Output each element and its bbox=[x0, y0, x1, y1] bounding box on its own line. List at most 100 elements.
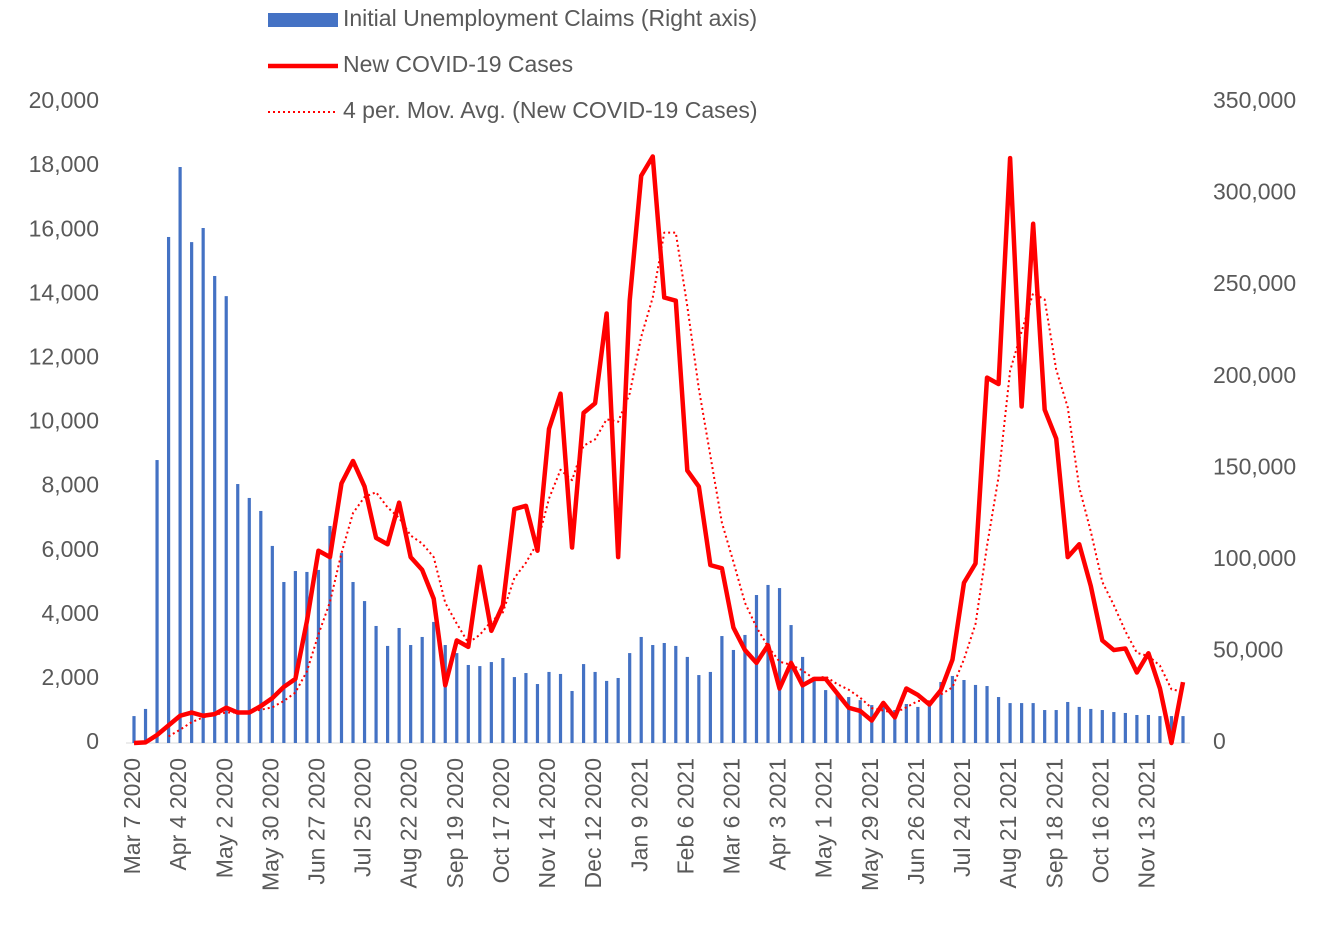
y-tick-label: 4,000 bbox=[41, 600, 99, 626]
bar bbox=[1043, 710, 1047, 743]
bar bbox=[927, 703, 931, 743]
bar bbox=[950, 675, 955, 743]
y2-tick-label: 100,000 bbox=[1213, 545, 1296, 571]
x-tick-label: Feb 6 2021 bbox=[672, 758, 698, 874]
bar bbox=[316, 569, 321, 743]
bar bbox=[824, 690, 828, 743]
bar bbox=[351, 582, 355, 743]
y2-tick-label: 150,000 bbox=[1213, 453, 1296, 479]
bar bbox=[616, 677, 620, 743]
bar bbox=[893, 710, 897, 743]
bar bbox=[1135, 714, 1139, 743]
bar bbox=[812, 677, 816, 743]
bar bbox=[201, 228, 205, 743]
bar bbox=[996, 697, 1001, 743]
x-tick-label: Oct 16 2021 bbox=[1087, 758, 1113, 883]
bar bbox=[547, 671, 551, 743]
x-tick-label: Aug 22 2020 bbox=[396, 758, 422, 888]
bar bbox=[628, 653, 632, 743]
bar bbox=[916, 706, 920, 743]
bar bbox=[1146, 714, 1151, 743]
bar bbox=[754, 595, 759, 743]
y-tick-label: 10,000 bbox=[29, 408, 99, 434]
bar bbox=[1031, 703, 1035, 743]
bar bbox=[535, 684, 540, 743]
bar bbox=[708, 671, 712, 743]
bar bbox=[512, 677, 517, 743]
bar bbox=[443, 645, 447, 743]
bar bbox=[247, 497, 251, 743]
bar bbox=[973, 684, 978, 743]
bar bbox=[720, 636, 724, 743]
bar bbox=[985, 686, 989, 743]
bar bbox=[777, 588, 782, 743]
bar bbox=[362, 601, 367, 743]
x-tick-label: Mar 6 2021 bbox=[719, 758, 745, 874]
x-tick-label: Jul 24 2021 bbox=[949, 758, 975, 877]
x-tick-label: Jul 25 2020 bbox=[350, 758, 376, 877]
bar bbox=[1112, 712, 1116, 743]
x-tick-label: Dec 12 2020 bbox=[580, 758, 606, 888]
bar bbox=[339, 553, 344, 743]
bar bbox=[904, 703, 908, 743]
x-tick-label: Apr 3 2021 bbox=[765, 758, 791, 871]
bar bbox=[466, 664, 470, 743]
bar bbox=[328, 525, 332, 743]
bar bbox=[593, 671, 597, 743]
bar bbox=[639, 636, 643, 743]
bar bbox=[858, 700, 862, 743]
bar bbox=[478, 666, 482, 743]
x-tick-label: Sep 18 2021 bbox=[1041, 758, 1067, 888]
bar bbox=[282, 582, 286, 743]
bar bbox=[259, 510, 263, 743]
x-tick-label: Jan 9 2021 bbox=[626, 758, 652, 872]
legend-swatch bbox=[268, 13, 338, 27]
bar bbox=[132, 716, 136, 743]
x-tick-label: Mar 7 2020 bbox=[119, 758, 145, 874]
bar bbox=[166, 236, 171, 743]
bar bbox=[962, 679, 966, 743]
bar bbox=[697, 675, 701, 743]
x-tick-label: Oct 17 2020 bbox=[488, 758, 514, 883]
bar bbox=[662, 643, 666, 743]
bar bbox=[743, 634, 747, 743]
bar bbox=[558, 673, 563, 743]
bar bbox=[178, 167, 182, 743]
bar bbox=[766, 584, 770, 743]
bar bbox=[1077, 706, 1081, 743]
x-tick-label: Apr 4 2020 bbox=[165, 758, 191, 871]
y-tick-label: 2,000 bbox=[41, 664, 99, 690]
y-tick-label: 0 bbox=[86, 728, 99, 754]
bar bbox=[581, 664, 586, 743]
y-tick-label: 20,000 bbox=[29, 87, 99, 113]
bar bbox=[870, 705, 874, 743]
bar bbox=[374, 625, 378, 743]
bar bbox=[501, 658, 505, 743]
bar bbox=[789, 625, 793, 743]
bar bbox=[236, 484, 240, 743]
bar bbox=[1181, 716, 1185, 743]
y-tick-label: 14,000 bbox=[29, 279, 99, 305]
x-tick-label: May 30 2020 bbox=[257, 758, 283, 891]
bar bbox=[305, 571, 309, 743]
bar bbox=[1123, 712, 1127, 743]
y-tick-label: 6,000 bbox=[41, 536, 99, 562]
bar bbox=[270, 545, 274, 743]
legend-label: 4 per. Mov. Avg. (New COVID-19 Cases) bbox=[343, 97, 758, 123]
bar bbox=[432, 621, 436, 743]
x-tick-label: Jun 27 2020 bbox=[304, 758, 330, 885]
y-tick-label: 18,000 bbox=[29, 151, 99, 177]
legend-label: Initial Unemployment Claims (Right axis) bbox=[343, 5, 757, 31]
bar bbox=[881, 706, 885, 743]
y2-tick-label: 200,000 bbox=[1213, 362, 1296, 388]
x-tick-label: Sep 19 2020 bbox=[442, 758, 468, 888]
bar bbox=[455, 653, 459, 743]
bar bbox=[524, 673, 528, 743]
bar bbox=[489, 662, 493, 743]
bar bbox=[190, 242, 194, 743]
x-tick-label: Jun 26 2021 bbox=[903, 758, 929, 885]
line bbox=[133, 154, 1186, 746]
bar bbox=[409, 645, 413, 743]
